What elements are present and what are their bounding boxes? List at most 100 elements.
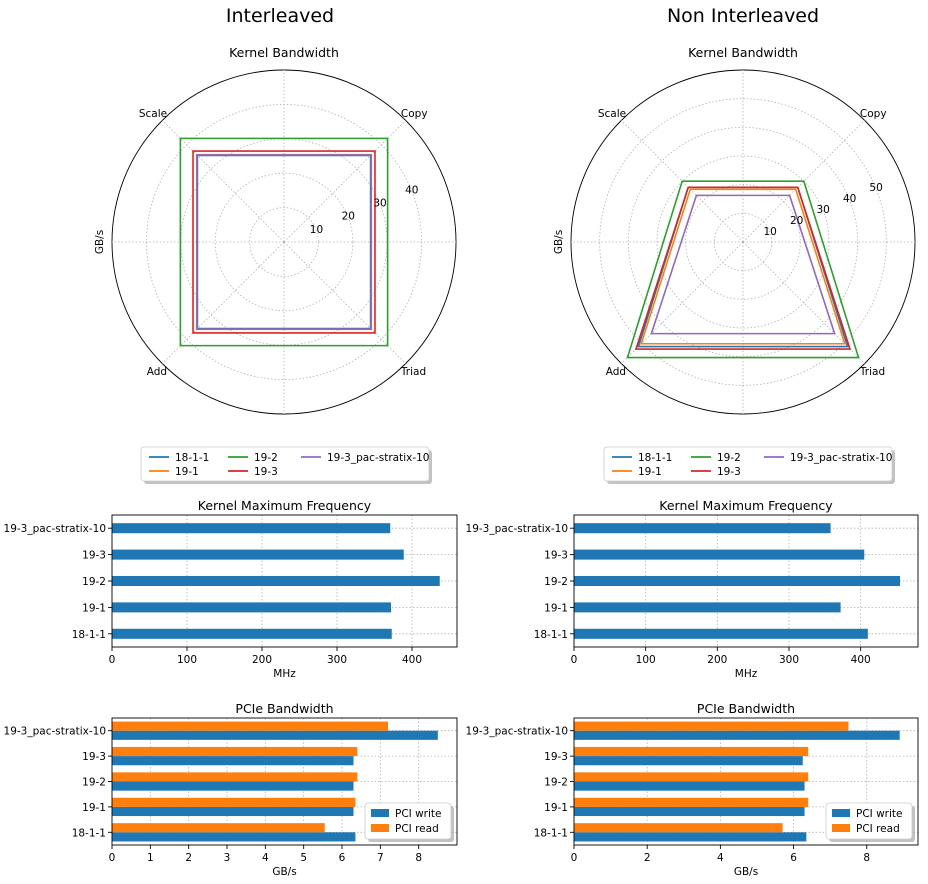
bar-19-3 bbox=[112, 549, 404, 560]
radar-spoke bbox=[742, 241, 865, 364]
radar-axis-label-add: Add bbox=[147, 366, 167, 378]
bar-pci-write-18-1-1 bbox=[112, 832, 356, 842]
radar-rtick-label: 10 bbox=[310, 224, 323, 236]
x-tick-label: 200 bbox=[707, 654, 727, 666]
x-tick-label: 4 bbox=[262, 852, 269, 864]
legend-label: 19-3_pac-stratix-10 bbox=[327, 452, 429, 464]
x-tick-label: 300 bbox=[327, 654, 347, 666]
radar-spoke bbox=[283, 120, 406, 243]
y-tick-label: 19-3 bbox=[82, 751, 106, 763]
radar-gridline bbox=[656, 155, 830, 329]
radar-axis-label-copy: Copy bbox=[860, 108, 887, 120]
radar-ylabel: GB/s bbox=[94, 230, 106, 254]
x-axis-label: GB/s bbox=[272, 866, 296, 878]
radar-legend: 18-1-1 19-1 19-2 19-3 19-3_pac-stratix-10 bbox=[140, 446, 432, 484]
legend-label: PCI write bbox=[395, 808, 442, 820]
radar-chart-1: Kernel Bandwidth 10 20 30 40 50 Copy Scale Add Tr… bbox=[553, 45, 916, 484]
bar-chart-3: Kernel Maximum Frequency 0 100 200 300 400 18-… bbox=[466, 498, 919, 680]
bar-title: Kernel Maximum Frequency bbox=[198, 498, 372, 513]
radar-spoke bbox=[283, 241, 406, 364]
x-tick-label: 3 bbox=[224, 852, 231, 864]
radar-series-19-2 bbox=[179, 137, 389, 347]
bar-chart-4: PCIe Bandwidth 0 1 2 3 4 5 6 7 8 18-1-1 19-1 19-2 19-… bbox=[4, 701, 458, 878]
x-axis-label: GB/s bbox=[734, 866, 758, 878]
radar-rtick-label: 30 bbox=[373, 198, 386, 210]
radar-title: Kernel Bandwidth bbox=[688, 45, 798, 60]
legend-label: 19-1 bbox=[175, 466, 199, 478]
legend-label: PCI write bbox=[856, 808, 903, 820]
y-tick-label: 18-1-1 bbox=[72, 629, 106, 641]
radar-rtick-label: 20 bbox=[342, 211, 355, 223]
x-tick-label: 8 bbox=[415, 852, 422, 864]
radar-chart-0: Kernel Bandwidth 10 20 30 40 Copy Scale Add Tria… bbox=[94, 45, 457, 484]
bar-pci-read-19-2 bbox=[574, 772, 809, 782]
y-tick-label: 19-3 bbox=[82, 550, 106, 562]
y-tick-label: 19-2 bbox=[82, 576, 106, 588]
bar-19-3-pac-stratix-10 bbox=[574, 523, 831, 534]
legend-label: 19-3_pac-stratix-10 bbox=[790, 452, 892, 464]
x-tick-label: 300 bbox=[779, 654, 799, 666]
y-tick-label: 19-1 bbox=[544, 602, 568, 614]
bar-pci-read-18-1-1 bbox=[112, 823, 325, 833]
y-tick-label: 19-1 bbox=[544, 802, 568, 814]
radar-series-19-3 bbox=[192, 150, 376, 334]
x-tick-label: 400 bbox=[402, 654, 422, 666]
bar-chart-5: PCIe Bandwidth 0 2 4 6 8 18-1-1 19-1 19-2 19-3 19-… bbox=[466, 701, 919, 878]
bar-pci-read-19-3 bbox=[112, 746, 358, 757]
legend-label: 19-2 bbox=[717, 452, 741, 464]
x-tick-label: 1 bbox=[147, 852, 154, 864]
legend-label: 19-3 bbox=[717, 466, 741, 478]
bar-19-1 bbox=[112, 602, 391, 613]
suptitle-non-interleaved: Non Interleaved bbox=[667, 5, 819, 27]
bar-title: PCIe Bandwidth bbox=[697, 701, 795, 716]
y-tick-label: 19-3_pac-stratix-10 bbox=[466, 726, 568, 738]
x-tick-label: 0 bbox=[109, 852, 116, 864]
bar-19-3-pac-stratix-10 bbox=[112, 523, 391, 534]
radar-title: Kernel Bandwidth bbox=[229, 45, 339, 60]
x-tick-label: 400 bbox=[851, 654, 871, 666]
y-tick-label: 19-3_pac-stratix-10 bbox=[4, 523, 106, 535]
x-tick-label: 0 bbox=[109, 654, 116, 666]
bar-pci-write-19-3-pac-stratix-10 bbox=[112, 730, 438, 740]
bar-pci-write-19-3 bbox=[112, 756, 354, 766]
legend-label: 19-2 bbox=[254, 452, 278, 464]
radar-series-19-3 bbox=[634, 186, 852, 350]
x-tick-label: 0 bbox=[571, 654, 578, 666]
radar-spoke bbox=[621, 241, 744, 364]
legend-label: 19-3 bbox=[254, 466, 278, 478]
bar-chart-2: Kernel Maximum Frequency 0 100 200 300 400 18-… bbox=[4, 498, 458, 680]
x-tick-label: 6 bbox=[790, 852, 797, 864]
x-tick-label: 100 bbox=[636, 654, 656, 666]
legend-swatch bbox=[371, 824, 389, 832]
x-tick-label: 2 bbox=[644, 852, 651, 864]
bar-19-2 bbox=[112, 575, 440, 587]
x-tick-label: 6 bbox=[339, 852, 346, 864]
bar-19-1 bbox=[574, 602, 841, 613]
radar-spoke bbox=[742, 120, 865, 243]
x-tick-label: 200 bbox=[252, 654, 272, 666]
radar-rtick-label: 40 bbox=[843, 193, 856, 205]
radar-series-19-3-pac-stratix-10 bbox=[650, 194, 836, 335]
radar-rtick-label: 10 bbox=[763, 226, 776, 238]
bar-pci-write-19-1 bbox=[112, 806, 354, 817]
radar-axis-label-copy: Copy bbox=[401, 108, 428, 120]
x-tick-label: 8 bbox=[863, 852, 870, 864]
y-tick-label: 18-1-1 bbox=[534, 827, 568, 839]
radar-axis-label-triad: Triad bbox=[400, 366, 426, 378]
bar-pci-write-19-3-pac-stratix-10 bbox=[574, 730, 900, 740]
y-tick-label: 19-1 bbox=[82, 802, 106, 814]
legend-swatch bbox=[371, 809, 389, 817]
bar-pci-write-19-1 bbox=[574, 806, 805, 817]
radar-gridline bbox=[599, 98, 887, 386]
legend-label: 19-1 bbox=[638, 466, 662, 478]
legend-swatch bbox=[832, 824, 850, 832]
y-tick-label: 18-1-1 bbox=[72, 827, 106, 839]
bar-pci-read-19-3-pac-stratix-10 bbox=[112, 721, 388, 731]
radar-spoke bbox=[162, 241, 285, 364]
y-tick-label: 19-1 bbox=[82, 602, 106, 614]
x-tick-label: 100 bbox=[177, 654, 197, 666]
radar-axis-label-scale: Scale bbox=[598, 108, 626, 120]
y-tick-label: 19-3 bbox=[544, 550, 568, 562]
radar-gridline bbox=[627, 126, 859, 358]
